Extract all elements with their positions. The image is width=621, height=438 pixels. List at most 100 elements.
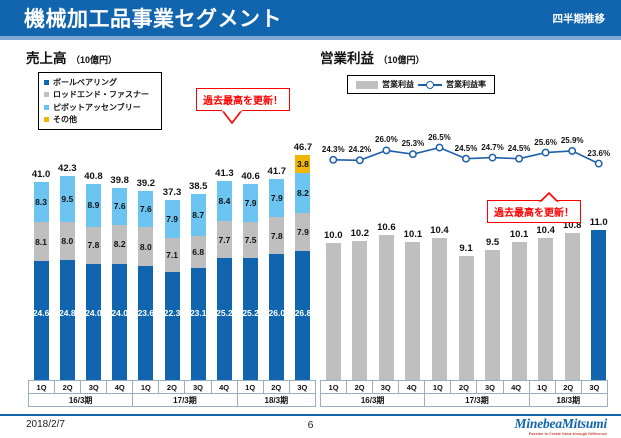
bar-segment-label: 6.8 (192, 247, 205, 258)
line-value-label: 26.0% (375, 135, 398, 145)
bar-segment[interactable]: 7.5 (243, 222, 259, 259)
stacked-bar[interactable]: 7.6 8.2 24.0 39.8 (110, 175, 129, 380)
bar-total-label: 42.3 (58, 162, 77, 174)
bar-segment[interactable]: 7.9 (295, 212, 311, 251)
bar[interactable]: 10.0 (324, 230, 343, 380)
bar-segment[interactable]: 8.1 (33, 222, 49, 262)
bar-group: 3.8 8.2 7.9 26.8 46.7 (290, 100, 316, 380)
bar-segment[interactable]: 9.5 (59, 175, 75, 222)
stacked-bar[interactable]: 8.4 7.7 25.2 41.3 (215, 168, 234, 380)
axis-quarter-label: 3Q (372, 380, 400, 394)
axis-quarter-label: 4Q (106, 380, 134, 394)
bar-segment-label: 8.0 (139, 241, 152, 252)
axis-quarter-label: 1Q (528, 380, 556, 394)
legend-line-icon (418, 80, 442, 90)
bar-segment[interactable]: 24.8 (59, 260, 76, 380)
bar-segment[interactable]: 7.1 (164, 238, 180, 273)
bar-segment[interactable]: 26.0 (269, 254, 285, 380)
bar[interactable]: 10.8 (563, 220, 581, 380)
bar-segment-label: 22.3 (163, 308, 181, 318)
stacked-bar[interactable]: 8.3 8.1 24.6 41.0 (32, 169, 50, 380)
bar-group: 8.9 7.8 24.0 40.8 (80, 100, 106, 380)
bar-segment[interactable]: 7.6 (112, 187, 128, 225)
bar[interactable]: 10.1 (510, 229, 528, 380)
bar[interactable]: 10.4 (430, 225, 449, 380)
bar-segment-label: 24.6 (32, 308, 50, 318)
bar-segment[interactable]: 7.9 (269, 178, 285, 217)
bar-segment[interactable]: 24.0 (111, 264, 128, 380)
bar-segment[interactable]: 8.9 (85, 183, 101, 227)
bar-segment[interactable]: 7.9 (243, 184, 259, 223)
stacked-bar[interactable]: 3.8 8.2 7.9 26.8 46.7 (294, 142, 312, 380)
legend-item-label: ボールベアリング (53, 77, 117, 87)
bar-value-label: 9.5 (485, 237, 500, 249)
right-callout-text: 過去最高を更新！ (494, 208, 574, 219)
bar-segment-label: 7.9 (244, 198, 257, 209)
bar-segment-label: 7.9 (166, 214, 178, 225)
stacked-bar[interactable]: 8.7 6.8 23.1 38.5 (189, 181, 207, 380)
bar[interactable]: 10.4 (536, 225, 555, 380)
bar-segment[interactable]: 7.9 (164, 199, 180, 239)
bar-group: 10.0 (320, 100, 347, 380)
stacked-bar[interactable]: 7.9 7.1 22.3 37.3 (163, 187, 181, 380)
bar-group: 9.1 (453, 100, 480, 380)
bar-segment-label: 8.3 (35, 197, 47, 208)
bar-segment[interactable]: 25.2 (216, 258, 233, 380)
bar-segment-label: 23.1 (189, 308, 207, 318)
bar-segment[interactable]: 23.6 (137, 266, 155, 380)
bar-group: 7.6 8.2 24.0 39.8 (107, 100, 133, 380)
footer-date: 2018/2/7 (26, 419, 65, 430)
left-chart-legend: ボールベアリング ロッドエンド・ファスナー ピボットアッセンブリー その他 (38, 72, 162, 130)
bar-segment[interactable]: 8.2 (295, 172, 311, 213)
stacked-bar[interactable]: 9.5 8.0 24.8 42.3 (58, 163, 77, 380)
bar-segment[interactable]: 26.8 (295, 250, 311, 380)
bar-segment-label: 7.7 (218, 234, 231, 245)
bar-total-label: 41.7 (267, 165, 287, 177)
bar-segment[interactable]: 24.0 (85, 264, 102, 380)
bar-segment[interactable]: 8.0 (59, 221, 75, 261)
axis-quarter-row: 1Q 2Q 3Q 4Q 1Q 2Q 3Q 4Q 1Q 2Q 3Q (27, 380, 317, 394)
axis-quarter-label: 1Q (27, 380, 56, 394)
left-chart-title-main: 売上高 (26, 51, 67, 66)
logo-wordmark: MinebeaMitsumi (514, 416, 608, 431)
bar-total-label: 39.8 (110, 174, 129, 186)
stacked-bar[interactable]: 8.9 7.8 24.0 40.8 (84, 171, 103, 380)
bar-segment[interactable]: 8.7 (190, 193, 206, 236)
axis-quarter-label: 1Q (319, 380, 348, 394)
bar-segment[interactable]: 25.2 (242, 258, 259, 380)
axis-quarter-label: 4Q (210, 380, 238, 394)
bar[interactable]: 9.1 (458, 243, 474, 380)
axis-quarter-label: 3Q (80, 380, 108, 394)
bar-segment[interactable]: 7.6 (138, 190, 154, 228)
bar-value-label: 10.0 (324, 230, 343, 242)
legend-item-label: ピボットアッセンブリー (53, 102, 141, 112)
bar-segment[interactable]: 8.4 (216, 180, 232, 222)
bar-segment[interactable]: 7.8 (85, 226, 101, 265)
bar-total-label: 41.0 (31, 169, 51, 181)
bar[interactable]: 10.2 (351, 228, 369, 380)
bar-segment[interactable]: 3.8 (295, 154, 311, 173)
company-logo: MinebeaMitsumi Passion to Create Value t… (514, 416, 608, 436)
stacked-bar[interactable]: 7.9 7.8 26.0 41.7 (268, 166, 286, 380)
legend-swatch-icon (44, 104, 49, 110)
bar-segment[interactable]: 8.0 (138, 227, 154, 267)
bar[interactable]: 9.5 (485, 237, 501, 380)
line-value-label: 25.3% (401, 139, 425, 149)
bar[interactable]: 11.0 (590, 217, 608, 380)
bar-segment[interactable]: 7.8 (269, 216, 285, 255)
bar-segment-label: 25.2 (242, 308, 259, 318)
bar-segment-label: 23.6 (137, 308, 155, 318)
bar-segment[interactable]: 22.3 (163, 272, 181, 380)
bar-segment[interactable]: 6.8 (190, 235, 206, 269)
stacked-bar[interactable]: 7.6 8.0 23.6 39.2 (137, 178, 155, 380)
bar-segment[interactable]: 7.7 (216, 221, 232, 259)
bar-segment[interactable]: 8.3 (33, 182, 49, 223)
bar-segment[interactable]: 24.6 (32, 261, 50, 380)
bar[interactable]: 10.1 (404, 229, 422, 380)
bar-segment[interactable]: 23.1 (189, 268, 207, 380)
bar-segment[interactable]: 8.2 (112, 224, 128, 265)
legend-item-label: ロッドエンド・ファスナー (53, 90, 149, 100)
bar[interactable]: 10.6 (377, 222, 396, 380)
legend-item-label: 営業利益 (382, 80, 414, 89)
stacked-bar[interactable]: 7.9 7.5 25.2 40.6 (241, 171, 260, 380)
